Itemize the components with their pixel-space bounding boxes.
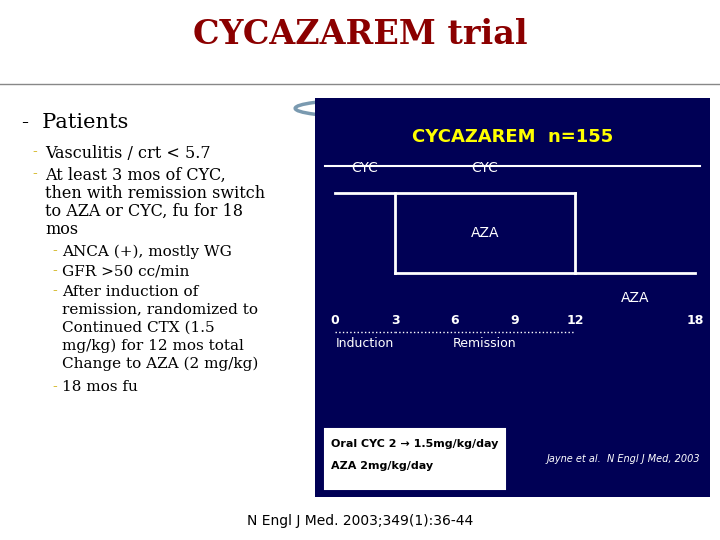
Text: 12: 12 — [566, 314, 584, 327]
Text: 9: 9 — [510, 314, 519, 327]
Text: -: - — [32, 145, 37, 159]
Text: -: - — [52, 245, 57, 259]
Text: AZA 2mg/kg/day: AZA 2mg/kg/day — [331, 461, 433, 471]
Text: N Engl J Med. 2003;349(1):36-44: N Engl J Med. 2003;349(1):36-44 — [247, 514, 473, 528]
Text: Change to AZA (2 mg/kg): Change to AZA (2 mg/kg) — [62, 356, 258, 371]
Text: Oral CYC 2 → 1.5mg/kg/day: Oral CYC 2 → 1.5mg/kg/day — [331, 440, 498, 449]
Text: Remission: Remission — [453, 338, 517, 350]
Text: mg/kg) for 12 mos total: mg/kg) for 12 mos total — [62, 339, 244, 353]
Text: ANCA (+), mostly WG: ANCA (+), mostly WG — [62, 245, 232, 259]
Text: 6: 6 — [451, 314, 459, 327]
Text: At least 3 mos of CYC,: At least 3 mos of CYC, — [45, 167, 226, 184]
Text: GFR >50 cc/min: GFR >50 cc/min — [62, 265, 189, 279]
Text: -  Patients: - Patients — [22, 113, 128, 132]
Text: AZA: AZA — [471, 226, 499, 240]
Text: CYC: CYC — [472, 161, 498, 174]
Text: -: - — [52, 285, 57, 299]
Text: then with remission switch: then with remission switch — [45, 185, 265, 201]
Text: -: - — [52, 380, 57, 394]
Text: 18 mos fu: 18 mos fu — [62, 380, 138, 394]
Text: Induction: Induction — [336, 338, 394, 350]
Text: to AZA or CYC, fu for 18: to AZA or CYC, fu for 18 — [45, 202, 243, 220]
Text: CYCAZAREM trial: CYCAZAREM trial — [193, 18, 527, 51]
Bar — [325, 429, 505, 489]
Text: 18: 18 — [686, 314, 703, 327]
Text: Vasculitis / crt < 5.7: Vasculitis / crt < 5.7 — [45, 145, 211, 161]
Text: Jayne et al.  N Engl J Med, 2003: Jayne et al. N Engl J Med, 2003 — [546, 454, 700, 464]
Text: 0: 0 — [330, 314, 339, 327]
Text: CYC: CYC — [351, 161, 379, 174]
Text: AZA: AZA — [621, 291, 649, 305]
Text: Continued CTX (1.5: Continued CTX (1.5 — [62, 320, 215, 334]
Bar — [315, 98, 710, 497]
Text: After induction of: After induction of — [62, 285, 198, 299]
Text: remission, randomized to: remission, randomized to — [62, 302, 258, 316]
Text: 3: 3 — [391, 314, 400, 327]
Text: -: - — [32, 167, 37, 181]
Text: mos: mos — [45, 221, 78, 238]
Text: CYCAZAREM  n=155: CYCAZAREM n=155 — [412, 128, 613, 146]
Text: -: - — [52, 265, 57, 279]
